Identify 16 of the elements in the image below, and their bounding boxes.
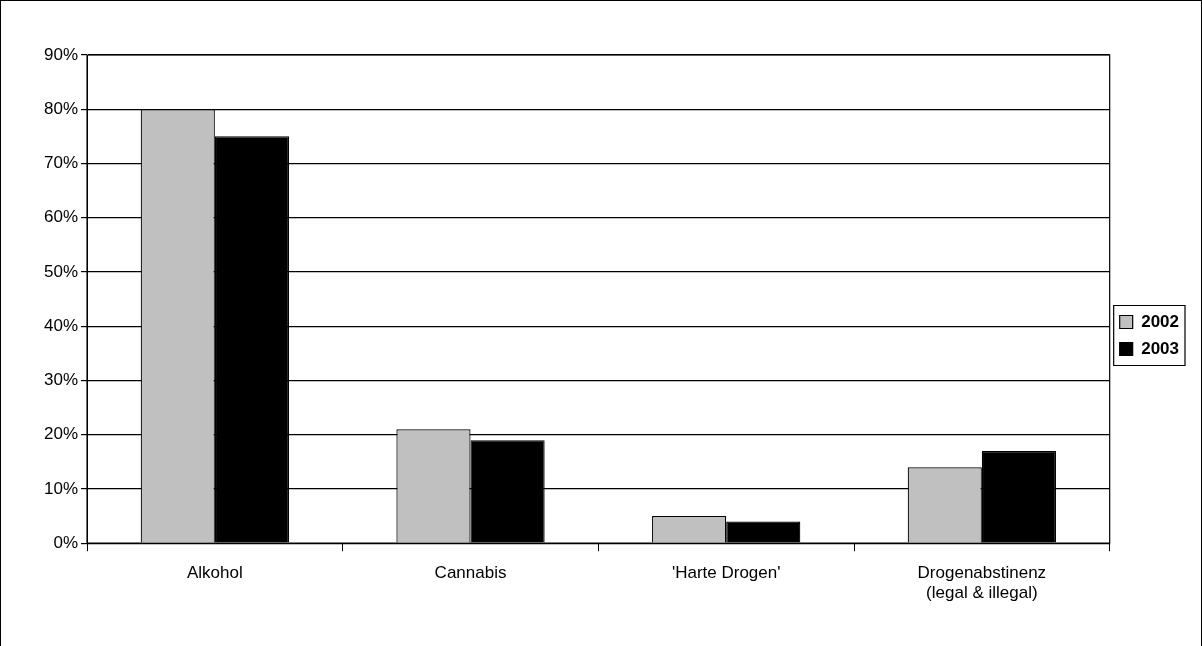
y-tick-label: 60% xyxy=(43,207,79,227)
x-tick-label: 'Harte Drogen' xyxy=(671,563,781,583)
y-tick-label: 10% xyxy=(43,478,79,498)
y-tick-label: 80% xyxy=(43,98,79,118)
y-tick-label: 70% xyxy=(43,153,79,173)
x-tick-label: Drogenabstinenz (legal & illegal) xyxy=(917,563,1047,603)
legend-label: 2002 xyxy=(1141,311,1180,331)
x-tick-label: Alkohol xyxy=(186,563,243,583)
y-tick-label: 0% xyxy=(53,532,79,552)
x-tick-label: Cannabis xyxy=(434,563,507,583)
y-tick-label: 50% xyxy=(43,261,79,281)
y-tick-label: 20% xyxy=(43,424,79,444)
y-tick-label: 90% xyxy=(43,44,79,64)
y-tick-label: 40% xyxy=(43,315,79,335)
legend-label: 2003 xyxy=(1141,338,1180,358)
y-tick-label: 30% xyxy=(43,370,79,390)
